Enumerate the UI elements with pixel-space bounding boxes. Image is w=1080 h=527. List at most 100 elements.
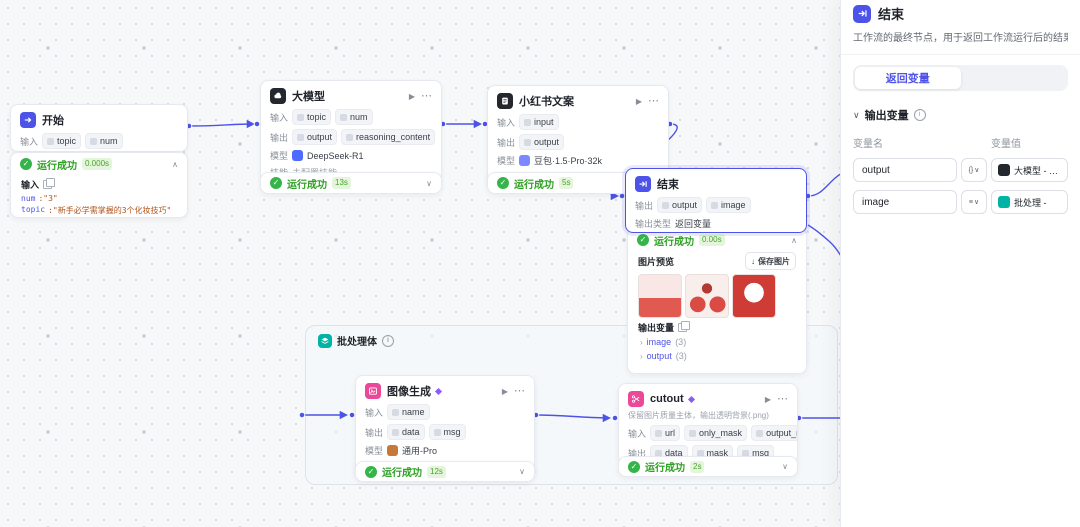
row-label: 输出 (635, 200, 654, 211)
node-title: 图像生成 (387, 383, 496, 399)
divider (841, 54, 1080, 55)
var-chip: input (519, 114, 559, 130)
success-check-icon: ✓ (365, 465, 377, 478)
var-chip: reasoning_content (341, 129, 436, 145)
variable-value-selector[interactable]: 批处理 - (991, 190, 1068, 214)
success-check-icon: ✓ (637, 234, 649, 246)
run-node-button[interactable]: ▶ (764, 394, 771, 404)
variable-name-input[interactable]: output (853, 158, 957, 182)
var-chip: name (387, 404, 430, 420)
run-node-button[interactable]: ▶ (635, 96, 642, 106)
run-time-badge: 0.00s (699, 234, 725, 246)
row-label: 输出 (270, 132, 289, 143)
panel-description: 工作流的最终节点，用于返回工作流运行后的结果信息 (853, 33, 1068, 44)
info-icon (382, 334, 394, 347)
run-input-line: topic:"新手必学需掌握的3个化妆技巧" (21, 205, 172, 215)
preview-label: 图片预览 (638, 256, 675, 267)
row-label: 输入 (270, 112, 289, 123)
run-status: 运行成功 (37, 160, 77, 172)
segment-other[interactable] (961, 67, 1067, 89)
node-title: 开始 (42, 115, 64, 127)
var-chip: msg (428, 424, 466, 440)
var-chip: topic (42, 133, 82, 149)
expand-caret-icon[interactable]: ∨ (782, 462, 788, 471)
preview-image[interactable] (732, 274, 776, 318)
expand-caret-icon[interactable]: ∨ (519, 467, 525, 476)
chevron-down-icon: ∨ (974, 167, 980, 174)
copy-icon[interactable] (43, 178, 56, 189)
node-menu-button[interactable]: ⋯ (514, 385, 525, 397)
node-image-generation[interactable]: 图像生成 ▶ ⋯ 输入 name 输出 data msg 模型 通用-Pro 参… (355, 375, 535, 477)
type-icon: {} (968, 166, 974, 174)
output-type-value: 返回变量 (675, 219, 712, 229)
expand-arrow-icon: › (640, 351, 643, 361)
plugin-badge-icon (687, 395, 695, 403)
start-run-result[interactable]: ✓ 运行成功 0.000s ∧ 输入 num:"3" topic:"新手必学需掌… (10, 152, 188, 218)
row-label: 输出 (497, 137, 516, 148)
variable-value-selector[interactable]: 大模型 - output (991, 158, 1068, 182)
row-label: 输出 (365, 427, 384, 438)
save-image-button[interactable]: ↓ 保存图片 (745, 252, 796, 270)
image-generation-icon (365, 383, 381, 399)
model-icon (292, 150, 304, 161)
model-name: 豆包·1.5·Pro·32k (534, 156, 603, 166)
workflow-canvas[interactable]: 批处理体 (0, 0, 841, 527)
node-menu-button[interactable]: ⋯ (648, 95, 659, 107)
node-config-panel: 结束 工作流的最终节点，用于返回工作流运行后的结果信息 返回变量 ∨ 输出变量 … (840, 0, 1080, 527)
copy-icon[interactable] (678, 321, 691, 332)
expand-caret-icon[interactable]: ∨ (426, 178, 432, 188)
run-node-button[interactable]: ▶ (501, 386, 508, 396)
node-menu-button[interactable]: ⋯ (777, 393, 788, 405)
node-title: 小红书文案 (519, 96, 574, 108)
run-time-badge: 2s (690, 460, 705, 473)
return-mode-segmented-control[interactable]: 返回变量 (853, 65, 1068, 91)
node-start[interactable]: 开始 输入 topic num (10, 104, 188, 152)
output-var-item[interactable]: › image (3) (640, 337, 687, 347)
preview-image[interactable] (685, 274, 729, 318)
model-name: DeepSeek-R1 (307, 150, 364, 161)
run-status: 运行成功 (287, 179, 327, 191)
output-variable-row: image ≡ ∨ 批处理 - (853, 190, 1068, 214)
output-var-item[interactable]: › output (3) (640, 351, 687, 361)
row-label: 输出类型 (635, 219, 672, 229)
var-chip: output_mode (751, 425, 797, 441)
var-chip: image (706, 197, 751, 213)
row-label: 输出 (628, 448, 647, 459)
model-icon (519, 155, 531, 166)
run-input-line: num:"3" (21, 194, 58, 203)
expand-arrow-icon: › (640, 337, 643, 347)
variable-ref: 批处理 - (1014, 197, 1047, 208)
node-llm[interactable]: 大模型 ▶ ⋯ 输入 topic num 输出 output reasoning… (260, 80, 442, 182)
row-label: 模型 (270, 151, 289, 161)
node-cutout[interactable]: cutout ▶ ⋯ 保留图片质量主体，输出透明背景(.png) 输入 url … (618, 383, 798, 464)
section-collapse-icon[interactable]: ∨ (853, 109, 860, 120)
var-type-icon (47, 137, 55, 145)
variable-type-selector[interactable]: ≡ ∨ (961, 190, 987, 214)
success-check-icon: ✓ (270, 177, 282, 189)
run-node-button[interactable]: ▶ (408, 91, 415, 101)
preview-image[interactable] (638, 274, 682, 318)
row-label: 输入 (365, 407, 384, 418)
cutout-run-bar[interactable]: ✓ 运行成功 2s ∨ (618, 456, 798, 477)
row-label: 模型 (497, 156, 516, 166)
node-title: 大模型 (292, 91, 325, 103)
collapse-caret-icon[interactable]: ∧ (791, 235, 797, 245)
variable-name-input[interactable]: image (853, 190, 957, 214)
collapse-caret-icon[interactable]: ∧ (172, 159, 178, 169)
llm-run-bar[interactable]: ✓ 运行成功 13s ∨ (260, 172, 442, 194)
node-end[interactable]: 结束 输出 output image 输出类型 返回变量 (625, 168, 807, 233)
chevron-down-icon: ∨ (973, 199, 980, 206)
imggen-run-bar[interactable]: ✓ 运行成功 12s ∨ (355, 461, 535, 482)
panel-title: 结束 (878, 7, 905, 22)
var-chip: output (292, 129, 338, 145)
variable-type-selector[interactable]: {} ∨ (961, 158, 987, 182)
var-chip: output (657, 197, 703, 213)
cutout-icon (628, 391, 644, 407)
var-chip: output (519, 134, 565, 150)
segment-return-variable[interactable]: 返回变量 (855, 67, 961, 89)
end-run-result[interactable]: ✓ 运行成功 0.00s ∧ 图片预览 ↓ 保存图片 输出变量 › image … (627, 228, 807, 374)
download-icon: ↓ (751, 256, 755, 266)
node-menu-button[interactable]: ⋯ (421, 90, 432, 102)
var-chip: data (387, 424, 425, 440)
run-status: 运行成功 (514, 179, 554, 191)
